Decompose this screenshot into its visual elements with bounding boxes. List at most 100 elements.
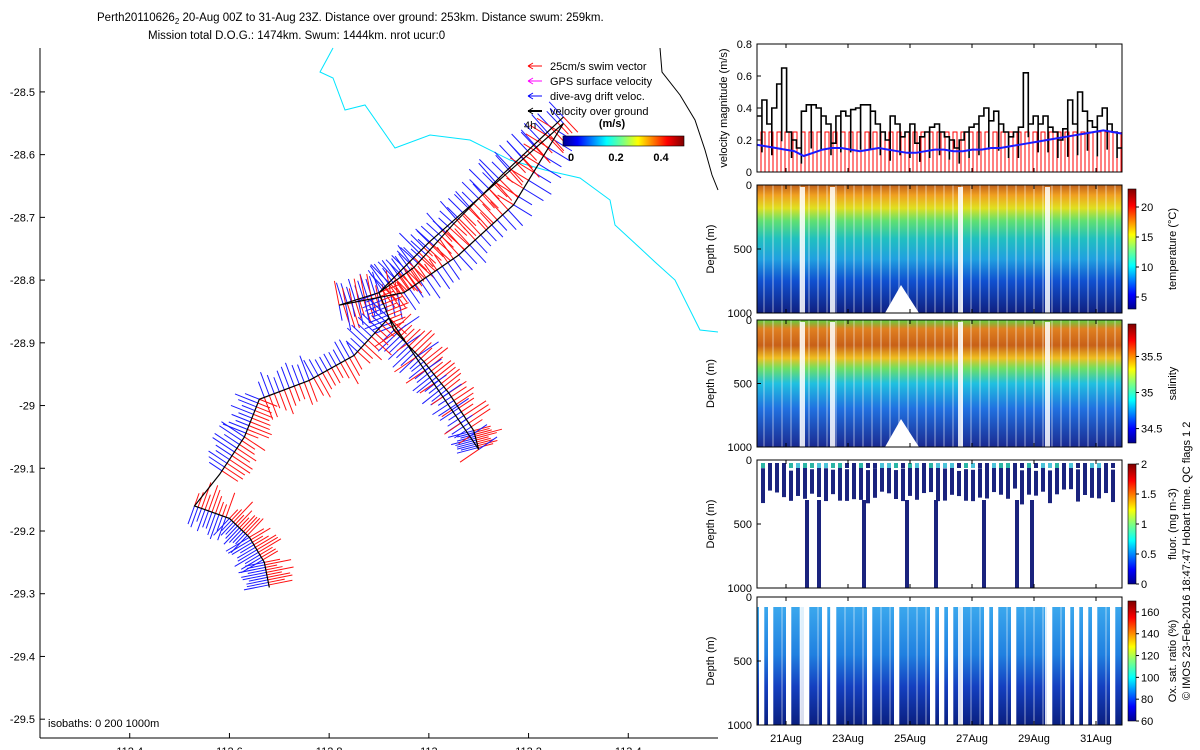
drift-vector xyxy=(248,576,268,582)
fluorescence-surface-cell xyxy=(894,463,898,468)
fluorescence-surface-band xyxy=(1083,466,1087,495)
colorbar-tick-label: 1 xyxy=(1141,519,1147,531)
drift-vector xyxy=(299,355,310,381)
drift-vector xyxy=(234,551,259,567)
fluorescence-deep-profile xyxy=(982,500,986,588)
drift-vector xyxy=(391,258,404,276)
drift-vector xyxy=(308,359,319,376)
swim-vector xyxy=(194,493,200,507)
fluorescence-surface-cell xyxy=(985,463,989,468)
drift-vector xyxy=(458,254,473,271)
fluorescence-surface-band xyxy=(915,465,919,500)
drift-vector xyxy=(214,433,238,449)
y-tick-label: 500 xyxy=(734,519,752,531)
date-tick-label: 29Aug xyxy=(1018,733,1050,745)
drift-vector xyxy=(528,179,552,195)
swim-vector xyxy=(231,455,253,470)
drift-vector xyxy=(235,533,246,545)
drift-vector xyxy=(221,421,245,438)
swim-vector xyxy=(255,534,277,548)
drift-vector xyxy=(345,303,352,331)
drift-vector xyxy=(485,229,497,242)
oxygen-data-gap xyxy=(1074,607,1079,725)
swim-vector xyxy=(478,443,494,449)
swim-vector xyxy=(259,546,273,556)
swim-vector xyxy=(249,528,265,538)
legend-label: dive-avg drift veloc. xyxy=(550,91,645,103)
fluorescence-surface-band xyxy=(929,467,933,493)
fluorescence-surface-cell xyxy=(1090,463,1094,468)
drift-vector xyxy=(361,313,379,330)
swim-vector xyxy=(256,536,279,551)
fluorescence-surface-band xyxy=(824,468,828,502)
swim-vector xyxy=(298,384,306,400)
drift-vector xyxy=(482,172,495,184)
swim-vector xyxy=(405,328,421,344)
swim-vector xyxy=(267,572,291,578)
swim-vector xyxy=(241,515,256,531)
swim-vector xyxy=(522,153,539,165)
swim-vector xyxy=(268,578,285,583)
swim-vector xyxy=(359,274,366,301)
swim-vector xyxy=(394,279,398,294)
drift-vector xyxy=(209,514,220,540)
swim-vector xyxy=(463,213,477,227)
drift-vector xyxy=(369,299,390,319)
drift-vector xyxy=(491,161,504,174)
drift-vector xyxy=(260,372,270,396)
swim-vector xyxy=(436,246,449,263)
y-axis-label: Depth (m) xyxy=(705,500,717,549)
swim-vector xyxy=(442,237,460,256)
swim-vector xyxy=(458,435,471,445)
oxygen-data-gap xyxy=(984,607,989,725)
fluorescence-surface-band xyxy=(796,466,800,496)
fluorescence-surface-cell xyxy=(1097,463,1101,468)
swim-vector xyxy=(208,485,219,512)
drift-vector xyxy=(231,413,251,423)
swim-vector xyxy=(563,116,579,133)
swim-vector xyxy=(417,342,432,356)
swim-vector xyxy=(245,432,259,439)
oxygen-data-gap xyxy=(948,607,953,725)
oxygen-data-gap xyxy=(822,607,827,725)
fluorescence-surface-cell xyxy=(880,463,884,468)
fluorescence-surface-cell xyxy=(782,463,786,468)
fluorescence-surface-band xyxy=(768,463,772,491)
oxygen-data-gap xyxy=(1047,607,1052,725)
panel-frame xyxy=(756,43,1123,173)
colorbar-tick-label: 60 xyxy=(1141,716,1153,728)
swim-vector xyxy=(431,361,444,372)
swim-vector xyxy=(490,201,504,216)
drift-vector xyxy=(377,261,395,278)
fluorescence-surface-band xyxy=(859,467,863,500)
drift-vector xyxy=(495,154,510,172)
drift-vector xyxy=(368,314,389,324)
legend-arrowhead xyxy=(527,62,534,70)
swim-vector xyxy=(426,347,449,366)
swim-vector xyxy=(353,355,363,370)
oxygen-data-gap xyxy=(894,607,899,725)
map-x-tick-label: 113.2 xyxy=(515,746,542,750)
fluorescence-surface-band xyxy=(1097,464,1101,499)
swim-vector xyxy=(256,406,272,414)
fluorescence-surface-cell xyxy=(838,463,842,468)
swim-vector xyxy=(483,193,499,209)
temperature-panel: 0 500 1000 Depth (m) 5 10 15 20 temperature (°C) xyxy=(705,180,1179,320)
swim-vector xyxy=(331,367,341,384)
swim-vector xyxy=(428,258,438,271)
drift-vector xyxy=(403,246,415,258)
legend-arrowhead xyxy=(527,77,534,85)
oxygen-data-gap xyxy=(1092,607,1097,725)
swim-vector xyxy=(476,437,491,443)
drift-vector xyxy=(303,359,315,379)
drift-vector xyxy=(494,151,510,169)
swim-vector xyxy=(482,203,498,221)
swim-vector xyxy=(237,510,253,527)
fluorescence-deep-profile xyxy=(1015,500,1019,588)
swim-vector xyxy=(346,302,356,328)
drift-vector xyxy=(468,168,490,189)
swim-vector xyxy=(268,395,278,418)
swim-vector xyxy=(357,351,371,364)
drift-vector xyxy=(479,158,499,179)
oxygen-panel: 0 500 1000 Depth (m) 60 80 100 120 140 160 Ox. sat… xyxy=(705,592,1179,732)
